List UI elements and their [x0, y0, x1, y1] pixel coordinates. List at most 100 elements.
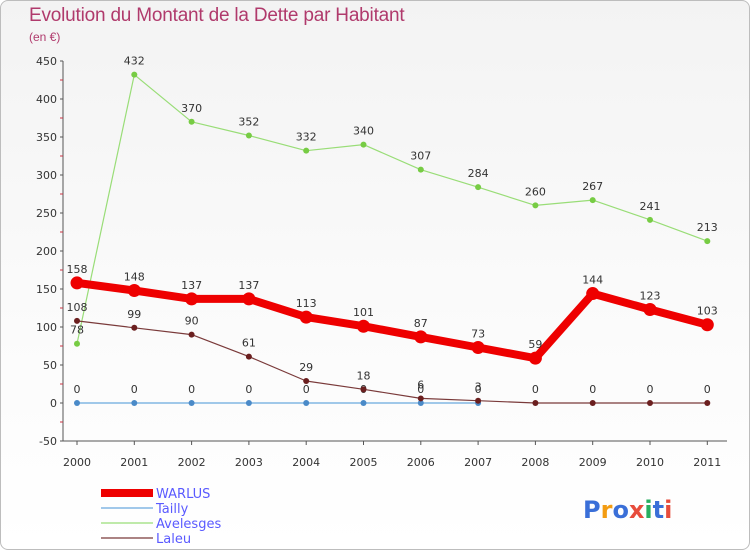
x-tick-label: 2006	[407, 456, 435, 469]
data-label-laleu: 0	[647, 383, 654, 396]
data-point-laleu	[74, 317, 80, 324]
data-label-avelesges: 370	[181, 102, 202, 115]
data-label-tailly: 0	[417, 383, 424, 396]
data-point-laleu	[417, 395, 424, 402]
data-label-laleu: 99	[127, 308, 141, 321]
x-tick-label: 2008	[521, 456, 549, 469]
data-label-laleu: 3	[475, 381, 482, 394]
data-label-laleu: 18	[357, 369, 371, 382]
data-label-warlus: 113	[296, 297, 317, 310]
chart-subtitle: (en €)	[29, 30, 61, 44]
data-point-laleu	[475, 397, 482, 404]
data-point-warlus	[70, 276, 84, 290]
data-point-tailly	[303, 400, 310, 406]
logo-letter: i	[664, 496, 672, 524]
y-tick-label: 250	[36, 207, 57, 220]
y-tick-label: 150	[36, 283, 57, 296]
data-point-avelesges	[74, 340, 80, 347]
data-label-avelesges: 78	[70, 324, 84, 337]
proxiti-logo: Proxiti	[583, 496, 672, 524]
data-label-laleu: 6	[417, 378, 424, 391]
data-point-tailly	[417, 400, 424, 406]
y-tick-label: 350	[36, 131, 57, 144]
data-point-avelesges	[188, 118, 195, 125]
data-point-laleu	[589, 400, 596, 406]
series-line-warlus	[73, 278, 712, 363]
y-tick-label: -50	[39, 435, 57, 448]
data-point-warlus	[586, 287, 600, 301]
x-tick-label: 2001	[120, 456, 148, 469]
data-label-warlus: 158	[67, 263, 88, 276]
x-tick-label: 2004	[292, 456, 320, 469]
data-point-laleu	[532, 400, 539, 406]
data-point-avelesges	[303, 147, 310, 154]
x-tick-label: 2010	[636, 456, 664, 469]
data-point-avelesges	[532, 202, 539, 209]
logo-letter: P	[583, 496, 601, 524]
x-tick-label: 2009	[579, 456, 607, 469]
y-tick-label: 400	[36, 93, 57, 106]
data-label-warlus: 103	[697, 305, 718, 318]
data-point-avelesges	[475, 184, 482, 191]
data-label-avelesges: 307	[410, 150, 431, 163]
data-label-tailly: 0	[245, 383, 252, 396]
y-tick-label: 300	[36, 169, 57, 182]
legend-item-label: Laleu	[156, 532, 191, 547]
data-point-laleu	[360, 386, 367, 393]
data-label-avelesges: 241	[640, 200, 661, 213]
data-label-avelesges: 340	[353, 125, 374, 138]
data-point-tailly	[131, 400, 138, 406]
data-label-avelesges: 284	[468, 167, 489, 180]
data-point-tailly	[245, 400, 252, 406]
data-point-avelesges	[589, 197, 596, 204]
chart-title: Evolution du Montant de la Dette par Hab…	[29, 5, 405, 26]
x-tick-label: 2005	[350, 456, 378, 469]
data-point-tailly	[74, 400, 80, 406]
y-tick-label: 450	[36, 55, 57, 68]
logo-letter: o	[612, 496, 629, 524]
data-label-avelesges: 260	[525, 185, 546, 198]
logo-letter: i	[644, 496, 652, 524]
legend-item-label: Avelesges	[156, 517, 221, 532]
x-tick-label: 2000	[63, 456, 91, 469]
data-point-warlus	[185, 292, 199, 306]
data-label-tailly: 0	[74, 383, 81, 396]
data-point-laleu	[647, 400, 653, 406]
data-point-laleu	[188, 331, 195, 338]
data-label-avelesges: 267	[582, 180, 603, 193]
data-point-avelesges	[360, 141, 367, 148]
data-label-tailly: 0	[188, 383, 195, 396]
data-point-warlus	[528, 351, 542, 365]
logo-letter: r	[601, 496, 613, 524]
data-label-laleu: 0	[532, 383, 539, 396]
x-tick-label: 2007	[464, 456, 492, 469]
data-point-avelesges	[131, 71, 138, 78]
data-label-laleu: 0	[589, 383, 596, 396]
data-label-laleu: 29	[299, 361, 313, 374]
data-label-laleu: 61	[242, 337, 256, 350]
x-tick-label: 2003	[235, 456, 263, 469]
data-point-avelesges	[245, 132, 252, 139]
data-label-warlus: 144	[582, 274, 603, 287]
data-point-laleu	[245, 353, 252, 360]
y-tick-label: 0	[50, 397, 57, 410]
x-tick-label: 2002	[178, 456, 206, 469]
data-label-avelesges: 213	[697, 221, 718, 234]
data-label-avelesges: 352	[238, 115, 259, 128]
data-point-warlus	[299, 310, 313, 324]
data-point-avelesges	[704, 238, 711, 245]
data-label-laleu: 108	[67, 301, 88, 314]
data-label-warlus: 137	[238, 279, 259, 292]
data-label-tailly: 0	[303, 383, 310, 396]
data-label-laleu: 0	[704, 383, 711, 396]
data-point-avelesges	[417, 166, 424, 173]
data-point-laleu	[303, 377, 310, 384]
data-label-warlus: 148	[124, 271, 145, 284]
data-label-avelesges: 432	[124, 55, 145, 68]
data-label-warlus: 123	[640, 290, 661, 303]
data-label-laleu: 90	[185, 315, 199, 328]
data-point-laleu	[704, 400, 711, 406]
y-tick-label: 200	[36, 245, 57, 258]
